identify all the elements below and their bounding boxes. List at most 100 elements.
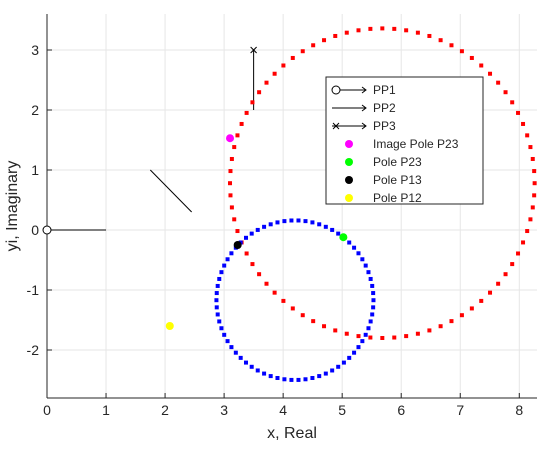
series-dot [272, 71, 277, 76]
series-dot [488, 71, 493, 76]
series-dot [243, 235, 248, 240]
series-dot [392, 26, 397, 31]
series-dot [229, 205, 234, 210]
series-point [165, 322, 174, 330]
series-dot [235, 133, 240, 138]
series-dot [371, 305, 376, 310]
series-dot [530, 156, 535, 161]
series-dot [262, 371, 267, 376]
x-tick-label: 4 [279, 402, 287, 418]
series-dot [368, 319, 373, 324]
series-dot [415, 30, 420, 35]
series-dot [356, 28, 361, 33]
series-dot [250, 262, 255, 267]
series-dot [510, 100, 515, 105]
legend-arrow-head [361, 104, 367, 112]
series-dot [228, 169, 233, 174]
series-dot [404, 28, 409, 33]
series-dot [228, 193, 233, 198]
legend-label-1: PP2 [373, 101, 396, 115]
series-dot [232, 145, 237, 150]
series-dot [222, 332, 227, 337]
series-dot [528, 145, 533, 150]
series-dot [290, 55, 295, 60]
series-dot [333, 33, 338, 38]
x-tick-label: 1 [102, 402, 110, 418]
series-dot [275, 220, 280, 225]
series-dot [532, 169, 537, 174]
legend-point-marker [345, 140, 353, 148]
legend-label-6: Pole P12 [373, 191, 422, 205]
series-dot [296, 377, 301, 382]
legend-box [325, 76, 484, 205]
series-dot [510, 262, 515, 267]
legend-point-marker [345, 176, 353, 184]
series-dot [323, 224, 328, 229]
series-dot [532, 193, 537, 198]
series-dot [214, 291, 219, 296]
series-dot [341, 360, 346, 365]
series-dot [333, 328, 338, 333]
legend-label-4: Pole P23 [373, 155, 422, 169]
series-dot [244, 110, 249, 115]
x-axis-label: x, Real [267, 425, 317, 442]
series-dot [352, 350, 357, 355]
series-dot [336, 364, 341, 369]
x-tick-label: 0 [43, 402, 51, 418]
series-dot [255, 368, 260, 373]
series-dot [516, 251, 521, 256]
series-dot [449, 43, 454, 48]
legend-circle-marker [331, 85, 341, 95]
series-dot [303, 219, 308, 224]
series-dot [214, 305, 219, 310]
series-dot [330, 227, 335, 232]
series-dot [368, 26, 373, 31]
series-dot [516, 110, 521, 115]
series-dot [360, 339, 365, 344]
y-axis-label: yi, Imaginary [4, 161, 21, 252]
x-tick-label: 6 [397, 402, 405, 418]
series-dot [449, 319, 454, 324]
series-dot [219, 270, 224, 275]
series-dot [249, 231, 254, 236]
series-dot [262, 224, 267, 229]
y-tick-label: 3 [31, 42, 39, 58]
series-dot [438, 324, 443, 329]
legend-arrow-head [361, 122, 367, 130]
legend-label-3: Image Pole P23 [373, 137, 459, 151]
series-dot [479, 63, 484, 68]
series-dot [370, 283, 375, 288]
series-dot [352, 245, 357, 250]
series-point [233, 241, 242, 249]
series-dot [503, 272, 508, 277]
series-dot [404, 334, 409, 339]
series-dot [469, 306, 474, 311]
series-dot [415, 331, 420, 336]
x-tick-label: 2 [161, 402, 169, 418]
series-dot [215, 312, 220, 317]
series-dot [268, 374, 273, 379]
series-dot [228, 181, 233, 186]
series-dot [217, 276, 222, 281]
series-line-1 [149, 169, 192, 213]
series-dot [214, 298, 219, 303]
legend-label-0: PP1 [373, 83, 396, 97]
series-dot [225, 339, 230, 344]
series-dot [530, 205, 535, 210]
series-dot [322, 38, 327, 43]
series-dot [289, 377, 294, 382]
series-dot [479, 298, 484, 303]
x-tick-label: 3 [220, 402, 228, 418]
legend-label-5: Pole P13 [373, 173, 422, 187]
series-dot [525, 133, 530, 138]
series-dot [250, 100, 255, 105]
series-dot [255, 227, 260, 232]
series-dot [459, 49, 464, 54]
series-point [339, 233, 348, 242]
series-dot [356, 251, 361, 256]
series-dot [528, 217, 533, 222]
series-dot [521, 121, 526, 126]
series-dot [525, 229, 530, 234]
